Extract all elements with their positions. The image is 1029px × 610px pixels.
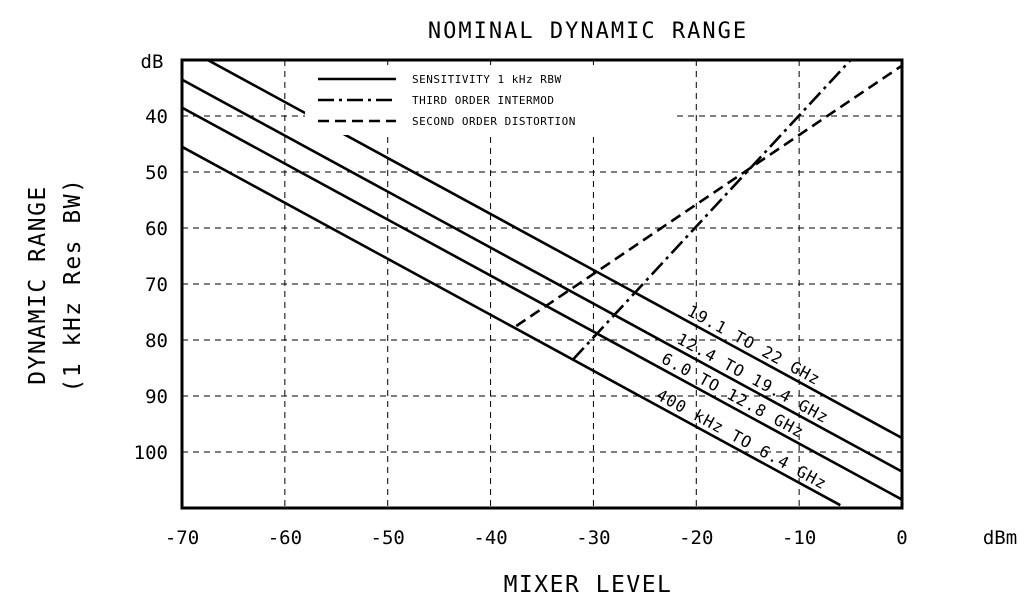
grid: [182, 60, 902, 508]
series-line-solid: [181, 145, 841, 507]
y-tick-label: 70: [145, 274, 168, 296]
x-tick-label: -70: [165, 527, 199, 549]
y-axis-title-line-1: DYNAMIC RANGE: [25, 185, 51, 385]
x-tick-label: -40: [473, 527, 507, 549]
chart-title: NOMINAL DYNAMIC RANGE: [428, 19, 748, 44]
legend-label: SENSITIVITY 1 kHz RBW: [412, 73, 562, 86]
x-tick-label: -10: [782, 527, 816, 549]
series-line-dashed: [515, 64, 903, 328]
tick-labels: -70 -60 -50 -40 -30 -20 -10 0 40 50 60 70 80 90 100: [134, 106, 908, 549]
y-unit-label: dB: [141, 51, 164, 73]
y-axis-title-line-2: (1 kHz Res BW): [60, 178, 86, 393]
y-tick-label: 80: [145, 330, 168, 352]
legend-label: THIRD ORDER INTERMOD: [412, 94, 554, 107]
plot-frame: [180, 58, 904, 510]
x-tick-label: -50: [371, 527, 405, 549]
legend-label: SECOND ORDER DISTORTION: [412, 115, 576, 128]
x-tick-label: 0: [896, 527, 907, 549]
x-axis-title: MIXER LEVEL: [504, 572, 673, 598]
series-line-solid: [181, 106, 903, 501]
series-line-dash-dot: [571, 59, 852, 361]
y-tick-label: 40: [145, 106, 168, 128]
y-tick-label: 50: [145, 162, 168, 184]
series-lines: [181, 58, 903, 507]
x-unit-label: dBm: [983, 527, 1017, 549]
x-tick-label: -60: [268, 527, 302, 549]
series-line-solid: [181, 78, 903, 473]
legend-background: [305, 65, 675, 135]
legend: SENSITIVITY 1 kHz RBW THIRD ORDER INTERMO…: [305, 65, 675, 135]
y-tick-label: 90: [145, 386, 168, 408]
x-tick-label: -30: [576, 527, 610, 549]
x-tick-label: -20: [679, 527, 713, 549]
y-tick-label: 60: [145, 218, 168, 240]
y-tick-label: 100: [134, 442, 168, 464]
